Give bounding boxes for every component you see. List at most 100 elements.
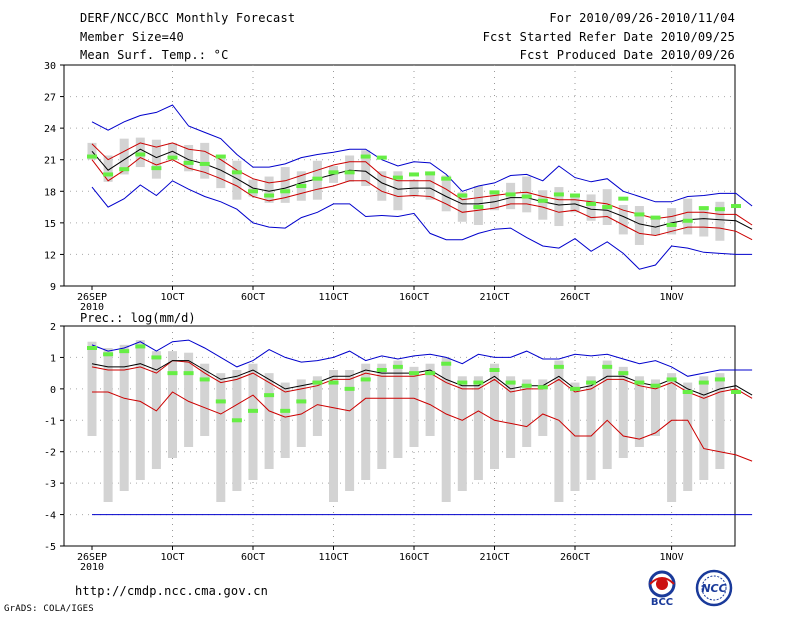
temperature-xtick-label: 6OCT	[241, 292, 265, 303]
precipitation-p10-line	[92, 391, 753, 462]
precipitation-box	[490, 363, 499, 469]
forecast-period: For 2010/09/26-2010/11/04	[549, 11, 735, 25]
temperature-median-mark	[151, 166, 162, 171]
temperature-p10-line	[91, 157, 753, 241]
temperature-xtick-label: 21OCT	[479, 292, 509, 303]
precipitation-box	[151, 351, 161, 469]
temperature-box	[393, 171, 403, 211]
precipitation-ytick-label: -3	[44, 479, 56, 490]
temperature-ytick-label: 15	[44, 219, 56, 230]
precipitation-median-mark	[618, 371, 629, 376]
temperature-ytick-label: 21	[44, 156, 56, 167]
temperature-median-mark	[441, 176, 452, 181]
temperature-frame	[63, 64, 736, 287]
temperature-median-mark	[215, 154, 226, 159]
variable-label: Mean Surf. Temp.: °C	[80, 48, 229, 62]
temperature-median-mark	[602, 205, 613, 210]
temperature-median-mark	[248, 189, 258, 194]
temperature-box	[457, 192, 467, 222]
precipitation-median-mark	[586, 380, 597, 385]
temperature-xtick-label: 26OCT	[560, 292, 590, 303]
precipitation-median-mark	[570, 386, 580, 391]
precipitation-box	[280, 382, 290, 458]
precipitation-ytick-label: 2	[50, 322, 56, 333]
precipitation-ytick-label: 1	[50, 353, 56, 364]
temperature-median-mark	[119, 167, 130, 172]
precipitation-box	[296, 379, 306, 447]
temperature-median-mark	[634, 212, 645, 217]
source-url[interactable]: http://cmdp.ncc.cma.gov.cn	[75, 584, 269, 598]
temperature-median-mark	[360, 154, 371, 159]
temperature-box	[361, 150, 371, 187]
temperature-box	[119, 138, 129, 175]
temperature-median-mark	[650, 215, 661, 220]
precipitation-median-mark	[328, 380, 339, 385]
precipitation-xtick-label: 1OCT	[160, 552, 184, 563]
precipitation-box	[651, 379, 660, 436]
temperature-box	[554, 187, 564, 227]
temperature-ytick-label: 12	[44, 250, 56, 261]
precipitation-median-mark	[231, 418, 242, 423]
precipitation-box	[715, 373, 725, 469]
temperature-median-mark	[698, 206, 709, 211]
temperature-median-mark	[167, 155, 178, 160]
temperature-median-mark	[376, 155, 387, 160]
temperature-box	[200, 142, 210, 179]
precipitation-box	[103, 348, 113, 502]
precipitation-median-mark	[505, 380, 516, 385]
temperature-box	[87, 142, 97, 160]
temperature-median-mark	[328, 170, 339, 175]
temperature-box	[586, 194, 596, 221]
precipitation-box	[361, 363, 371, 480]
precipitation-median-mark	[183, 371, 194, 376]
temperature-box	[683, 198, 693, 235]
precipitation-box	[135, 340, 145, 480]
temperature-median-mark	[135, 152, 146, 157]
temperature-median-mark	[280, 189, 291, 194]
precipitation-p90-line	[91, 360, 753, 399]
temperature-ytick-label: 27	[44, 93, 56, 104]
precipitation-box	[683, 382, 693, 491]
precipitation-median-mark	[521, 383, 532, 388]
temperature-median-mark	[344, 170, 355, 175]
precipitation-frame	[63, 325, 736, 547]
temperature-median-mark	[199, 161, 210, 166]
precipitation-median-mark	[392, 364, 403, 369]
temperature-box	[280, 167, 290, 203]
precipitation-median-mark	[489, 368, 500, 372]
precipitation-median-mark	[602, 364, 613, 369]
temperature-box	[232, 160, 242, 200]
member-size-label: Member Size=40	[80, 30, 184, 44]
precipitation-xtick-label: 21OCT	[479, 552, 509, 563]
grads-credit: GrADS: COLA/IGES	[4, 604, 94, 614]
temperature-year-label: 2010	[80, 302, 104, 313]
precipitation-xtick-label: 6OCT	[241, 552, 265, 563]
temperature-median-mark	[570, 193, 580, 198]
temperature-median-mark	[586, 201, 597, 206]
precipitation-box	[312, 376, 322, 436]
temperature-box	[522, 176, 532, 213]
precipitation-box	[586, 376, 596, 480]
precipitation-box	[119, 344, 129, 491]
temperature-xtick-label: 1NOV	[660, 292, 684, 303]
precipitation-ytick-label: -2	[44, 448, 56, 459]
precipitation-median-mark	[731, 390, 741, 394]
temperature-ytick-label: 9	[50, 282, 56, 293]
ncc-logo-text: NCC	[701, 582, 726, 595]
temperature-median-mark	[425, 171, 436, 176]
temperature-median-mark	[103, 172, 114, 177]
precipitation-xtick-label: 11OCT	[318, 552, 348, 563]
temperature-xtick-label: 11OCT	[318, 292, 348, 303]
temperature-min-line	[91, 180, 753, 270]
precipitation-median-mark	[409, 371, 419, 376]
precipitation-median-mark	[199, 377, 210, 382]
precipitation-xtick-label: 1NOV	[660, 552, 684, 563]
precipitation-box	[538, 379, 548, 436]
temperature-median-mark	[312, 176, 323, 181]
precipitation-ytick-label: -4	[44, 511, 56, 522]
precipitation-median-mark	[344, 386, 355, 391]
precipitation-xtick-label: 26OCT	[560, 552, 590, 563]
precipitation-box	[329, 370, 338, 502]
precipitation-box	[409, 366, 419, 447]
